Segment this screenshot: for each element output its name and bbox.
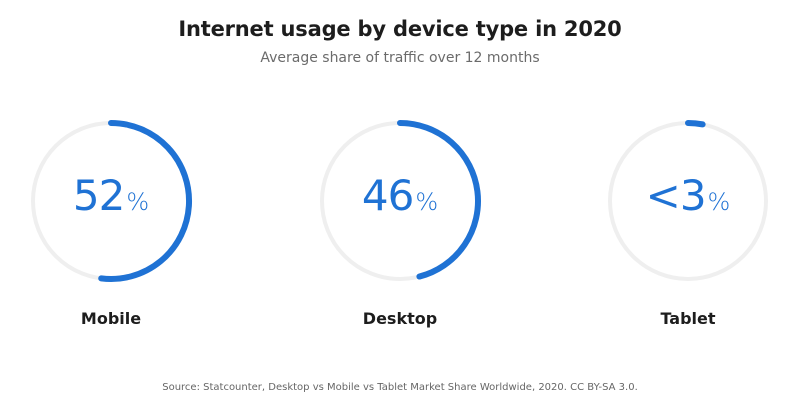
chart-title: Internet usage by device type in 2020	[0, 17, 800, 41]
gauge-value-unit: %	[708, 188, 731, 216]
gauge-desktop: 46% Desktop	[310, 111, 490, 341]
gauge-value-unit: %	[415, 188, 438, 216]
gauge-group: 52% Mobile 46% Desktop <3% Tablet	[0, 111, 800, 351]
gauge-value: <3%	[598, 175, 778, 217]
gauge-tablet: <3% Tablet	[598, 111, 778, 341]
gauge-value-unit: %	[126, 188, 149, 216]
gauge-value-number: <3	[646, 171, 706, 220]
gauge-value: 52%	[21, 175, 201, 217]
chart-subtitle: Average share of traffic over 12 months	[0, 50, 800, 66]
gauge-value: 46%	[310, 175, 490, 217]
gauge-label: Mobile	[21, 309, 201, 328]
gauge-label: Tablet	[598, 309, 778, 328]
gauge-arc	[688, 123, 703, 124]
source-note: Source: Statcounter, Desktop vs Mobile v…	[0, 382, 800, 393]
gauge-label: Desktop	[310, 309, 490, 328]
gauge-value-number: 52	[73, 171, 124, 220]
gauge-mobile: 52% Mobile	[21, 111, 201, 341]
gauge-value-number: 46	[362, 171, 413, 220]
